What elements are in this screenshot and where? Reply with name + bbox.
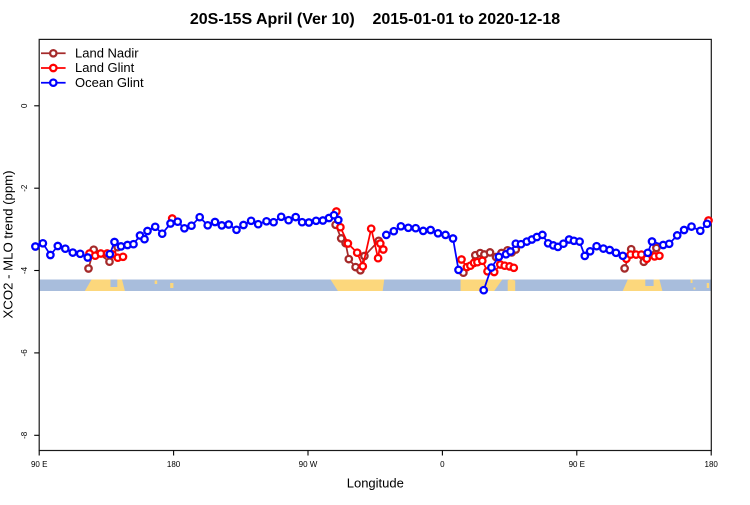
svg-text:Longitude: Longitude [347, 476, 404, 491]
svg-text:Land Nadir: Land Nadir [75, 46, 139, 61]
svg-text:-2: -2 [20, 184, 29, 192]
svg-text:90 E: 90 E [569, 460, 585, 469]
svg-text:180: 180 [705, 460, 719, 469]
svg-text:90 W: 90 W [299, 460, 318, 469]
svg-text:-8: -8 [20, 431, 29, 439]
svg-text:180: 180 [167, 460, 181, 469]
svg-text:Land Glint: Land Glint [75, 60, 135, 75]
svg-text:-6: -6 [20, 349, 29, 357]
svg-text:0: 0 [440, 460, 445, 469]
svg-text:Ocean Glint: Ocean Glint [75, 75, 144, 90]
svg-text:-4: -4 [20, 266, 29, 274]
svg-text:XCO2 - MLO trend (ppm): XCO2 - MLO trend (ppm) [0, 170, 15, 318]
svg-text:90 E: 90 E [31, 460, 47, 469]
svg-text:20S-15S April (Ver 10) 2015: 20S-15S April (Ver 10) 2015-01-01 to 202… [190, 11, 560, 28]
svg-text:0: 0 [20, 103, 29, 108]
